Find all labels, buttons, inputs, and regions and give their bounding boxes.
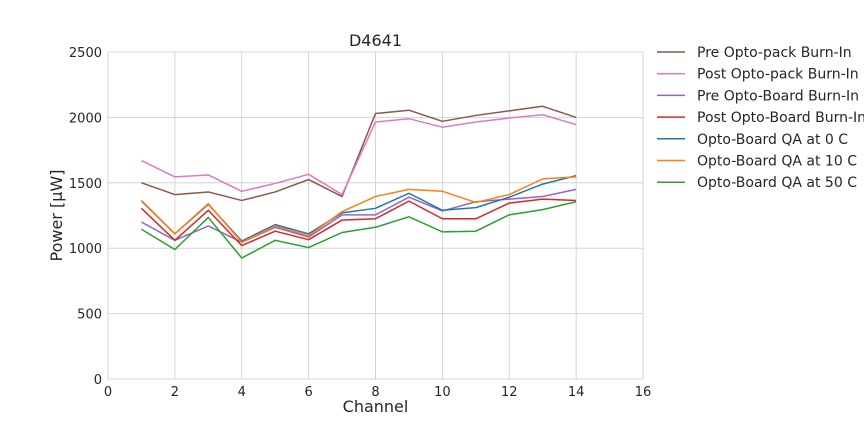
x-tick-label: 12 [501, 385, 518, 400]
y-axis-label: Power [μW] [47, 170, 66, 262]
y-tick-label: 2000 [69, 111, 102, 126]
legend-label-6: Opto-Board QA at 10 C [697, 154, 857, 170]
y-tick-label: 1000 [69, 242, 102, 257]
x-tick-label: 10 [434, 385, 451, 400]
series-line-2 [141, 114, 577, 196]
series-layer [140, 105, 577, 259]
y-tick-label: 500 [77, 308, 102, 323]
x-tick-label: 0 [104, 385, 112, 400]
x-tick-label: 14 [568, 385, 585, 400]
legend-label-5: Opto-Board QA at 0 C [697, 132, 848, 148]
legend-label-2: Post Opto-pack Burn-In [697, 67, 859, 83]
series-line-5 [140, 174, 577, 242]
legend-label-1: Pre Opto-pack Burn-In [697, 45, 852, 61]
series-line-4 [140, 198, 577, 247]
y-tick-label: 1500 [69, 177, 102, 192]
x-tick-label: 6 [304, 385, 312, 400]
y-tick-label: 2500 [69, 46, 102, 61]
axes: 0 2 4 6 8 10 12 14 16 0 500 1000 1500 2000 2500 [69, 46, 651, 400]
series-line-7 [141, 201, 577, 259]
chart-title: D4641 [349, 31, 402, 50]
series-line-1 [141, 105, 577, 202]
x-tick-label: 4 [238, 385, 246, 400]
x-tick-label: 16 [635, 385, 652, 400]
series-line-6 [140, 176, 577, 244]
x-axis-label: Channel [343, 397, 409, 416]
x-tick-label: 2 [171, 385, 179, 400]
legend-label-3: Pre Opto-Board Burn-In [697, 88, 859, 104]
legend-label-4: Post Opto-Board Burn-In [697, 110, 864, 126]
x-tick-label: 8 [371, 385, 379, 400]
legend: Pre Opto-pack Burn-In Post Opto-pack Burn… [657, 45, 864, 191]
y-tick-label: 0 [94, 373, 102, 388]
legend-label-7: Opto-Board QA at 50 C [697, 175, 857, 191]
